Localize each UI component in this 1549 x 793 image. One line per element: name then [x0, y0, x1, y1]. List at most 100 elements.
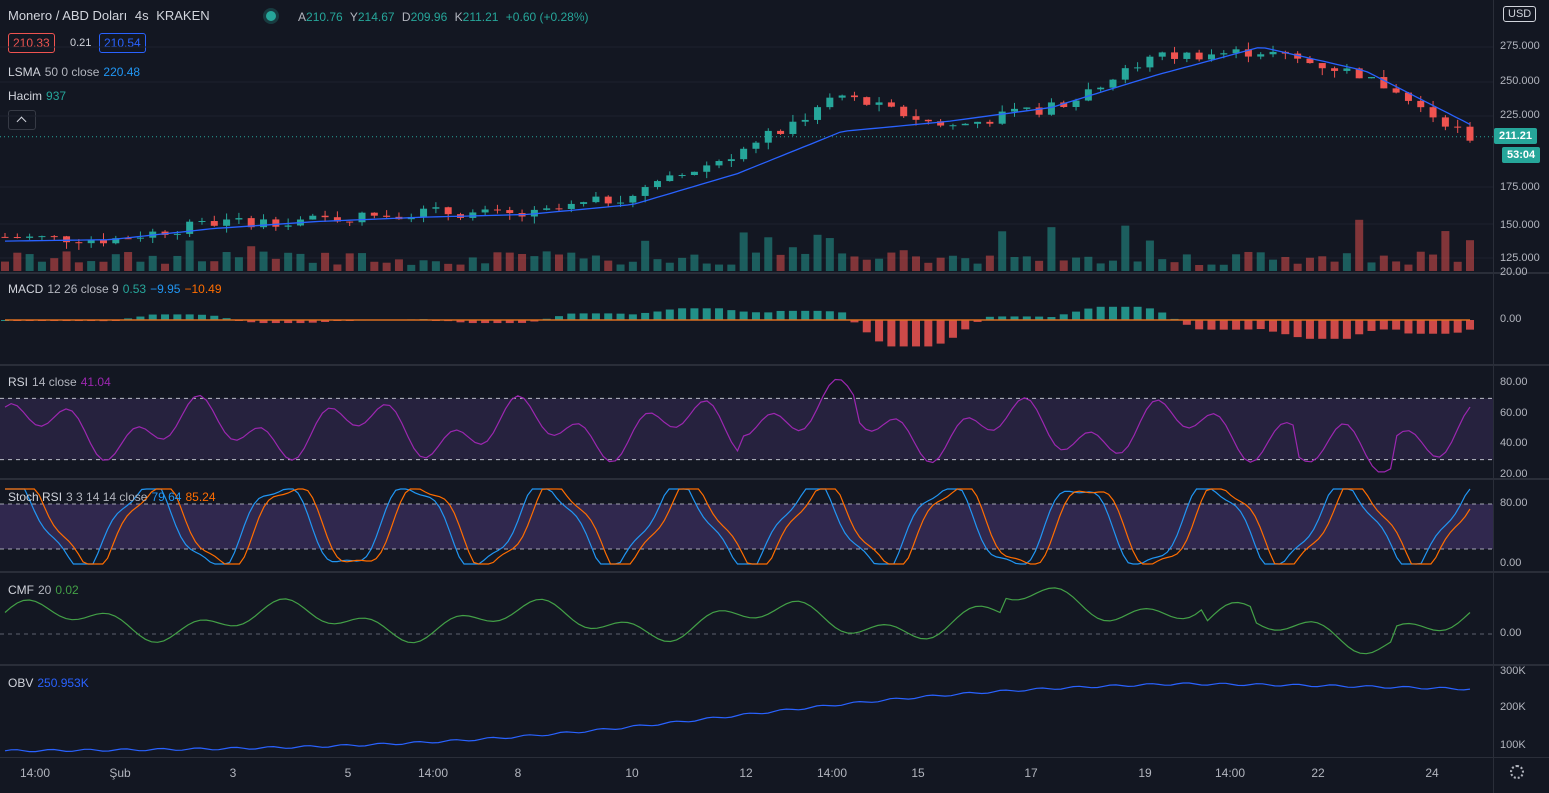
macd-hist-bar — [875, 320, 884, 342]
candle-body — [740, 148, 748, 160]
cmf-params: 20 — [38, 583, 52, 597]
obv-legend[interactable]: OBV 250.953K — [8, 676, 93, 690]
volume-bar — [924, 262, 933, 271]
macd-hist-bar — [148, 314, 157, 320]
symbol-header[interactable]: Monero / ABD Doları 4s KRAKEN — [8, 8, 214, 23]
macd-hist-bar — [628, 314, 637, 320]
rsi-legend[interactable]: RSI 14 close 41.04 — [8, 375, 115, 389]
macd-hist-bar — [1072, 311, 1081, 320]
macd-hist-bar — [690, 308, 699, 320]
candle-body — [1158, 52, 1166, 57]
volume-bar — [1010, 257, 1019, 271]
candle-body — [1121, 68, 1129, 80]
macd-hist-bar — [961, 320, 970, 330]
volume-bar — [247, 246, 256, 271]
volume-bar — [628, 261, 637, 271]
collapse-legend-button[interactable] — [8, 110, 36, 130]
volume-bar — [788, 247, 797, 271]
lsma-legend[interactable]: LSMA 50 0 close 220.48 — [8, 65, 144, 79]
pane-separator[interactable] — [0, 364, 1549, 366]
volume-bar — [333, 264, 342, 271]
candle-body — [1306, 58, 1314, 64]
lsma-params: 50 0 close — [44, 65, 100, 79]
volume-bar — [715, 264, 724, 271]
candle-body — [210, 221, 218, 226]
volume-legend[interactable]: Hacim 937 — [8, 89, 70, 103]
cmf-tick: 0.00 — [1500, 627, 1522, 639]
macd-hist-bar — [296, 320, 305, 324]
volume-bar — [530, 256, 539, 271]
volume-bar — [690, 254, 699, 271]
macd-hist-bar — [912, 320, 921, 347]
interval-label[interactable]: 4s — [134, 8, 149, 23]
obv-pane — [4, 682, 1471, 753]
candle-body — [260, 219, 268, 228]
volume-bar — [1466, 240, 1474, 271]
volume-bar — [579, 258, 588, 271]
symbol-name[interactable]: Monero / ABD Doları — [8, 8, 128, 23]
volume-bar — [998, 231, 1007, 271]
macd-hist-bar — [1010, 316, 1019, 320]
volume-bar — [973, 263, 982, 271]
volume-bar — [1416, 251, 1425, 271]
macd-hist-bar — [518, 320, 527, 323]
macd-hist-bar — [1453, 320, 1462, 333]
volume-bar — [419, 260, 428, 271]
volume-bar — [111, 254, 120, 271]
macd-hist-bar — [1047, 317, 1056, 320]
macd-hist-bar — [542, 318, 551, 320]
candle-body — [727, 159, 735, 162]
pane-separator[interactable] — [0, 478, 1549, 480]
time-tick: 24 — [1425, 766, 1439, 780]
volume-value: 937 — [46, 89, 67, 103]
stoch-legend[interactable]: Stoch RSI 3 3 14 14 close 79.64 85.24 — [8, 490, 220, 504]
candle-body — [863, 97, 871, 105]
macd-hist-bar — [554, 316, 563, 320]
macd-hist-bar — [801, 310, 810, 320]
candle-body — [900, 106, 908, 117]
candle-body — [1097, 87, 1105, 90]
candle-body — [838, 95, 846, 98]
candle-body — [87, 240, 95, 244]
macd-hist-bar — [1059, 314, 1068, 320]
pane-separator[interactable] — [0, 664, 1549, 666]
pane-separator[interactable] — [0, 571, 1549, 573]
volume-bar — [1342, 253, 1351, 271]
settings-gear-icon[interactable] — [1510, 765, 1524, 779]
candle-body — [481, 209, 489, 213]
macd-hist-bar — [222, 318, 231, 320]
macd-hist-bar — [727, 310, 736, 320]
stoch-name: Stoch RSI — [8, 490, 63, 504]
candle-body — [604, 196, 612, 204]
candle-body — [186, 221, 194, 234]
candle-body — [617, 202, 625, 204]
volume-bar — [838, 253, 847, 271]
volume-bar — [444, 263, 453, 271]
volume-bar — [1170, 262, 1179, 271]
volume-bar — [727, 264, 736, 271]
candle-body — [998, 111, 1006, 124]
candle-body — [666, 175, 674, 182]
macd-hist-bar — [1232, 320, 1241, 330]
currency-button[interactable]: USD — [1503, 6, 1537, 22]
volume-bar — [1305, 257, 1314, 271]
macd-legend[interactable]: MACD 12 26 close 9 0.53 −9.95 −10.49 — [8, 282, 226, 296]
candle-body — [506, 210, 514, 214]
volume-bar — [862, 259, 871, 271]
macd-hist-bar — [1392, 320, 1401, 330]
cmf-legend[interactable]: CMF 20 0.02 — [8, 583, 83, 597]
macd-hist-bar — [271, 320, 280, 324]
candle-body — [850, 95, 858, 98]
time-axis-border — [0, 757, 1549, 758]
macd-hist-bar — [985, 316, 994, 320]
macd-hist-bar — [788, 310, 797, 320]
candle-body — [50, 236, 58, 238]
macd-hist-bar — [936, 320, 945, 344]
macd-hist-bar — [1121, 306, 1130, 320]
candle-body — [752, 142, 760, 149]
pane-separator[interactable] — [0, 272, 1549, 274]
lsma-name: LSMA — [8, 65, 41, 79]
price-pane — [0, 42, 1493, 271]
volume-bar — [1022, 256, 1031, 271]
